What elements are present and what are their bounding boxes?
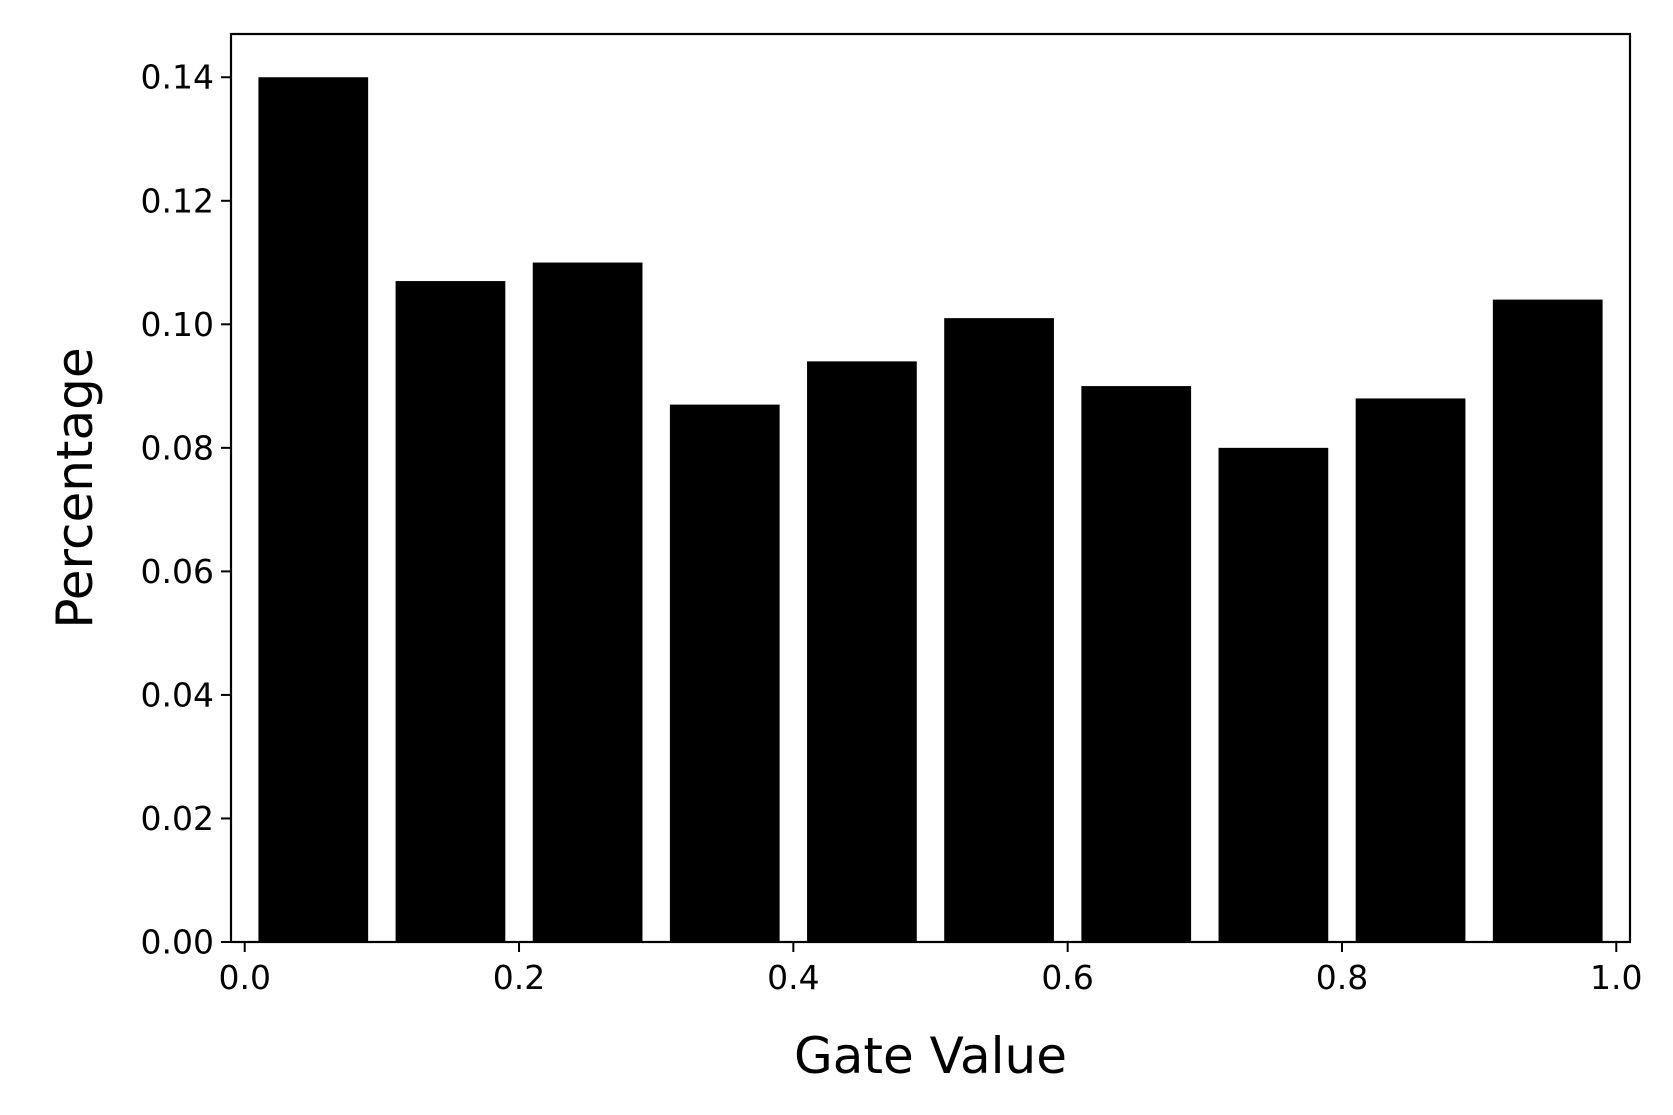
- bar-0: [258, 77, 369, 942]
- bar-3: [669, 404, 780, 942]
- y-tick-label: 0.12: [141, 181, 214, 220]
- y-tick-label: 0.04: [141, 675, 214, 714]
- y-axis-label: Percentage: [46, 347, 104, 628]
- y-tick-label: 0.14: [141, 58, 214, 97]
- x-tick-label: 0.6: [1041, 958, 1093, 997]
- x-axis-label: Gate Value: [794, 1027, 1067, 1085]
- x-axis: 0.0 0.2 0.4 0.6 0.8 1.0: [218, 942, 1643, 997]
- bar-1: [395, 281, 506, 942]
- bar-4: [807, 361, 917, 942]
- x-tick-label: 1.0: [1590, 958, 1642, 997]
- bars-group: [258, 77, 1603, 943]
- bar-7: [1218, 447, 1329, 942]
- y-tick-label: 0.10: [141, 305, 214, 344]
- bar-6: [1081, 386, 1192, 942]
- bar-2: [532, 262, 643, 943]
- y-axis: 0.00 0.02 0.04 0.06 0.08 0.10 0.12 0.14: [141, 58, 231, 962]
- y-tick-label: 0.00: [141, 923, 214, 962]
- x-tick-label: 0.0: [218, 958, 270, 997]
- x-tick-label: 0.2: [493, 958, 545, 997]
- y-tick-label: 0.02: [141, 799, 214, 838]
- bar-9: [1492, 299, 1603, 942]
- x-tick-label: 0.8: [1316, 958, 1368, 997]
- bar-5: [944, 318, 1054, 942]
- bar-8: [1355, 398, 1466, 942]
- y-tick-label: 0.06: [141, 552, 214, 591]
- x-tick-label: 0.4: [767, 958, 819, 997]
- plot-frame: [229, 32, 1632, 944]
- y-tick-label: 0.08: [141, 428, 214, 467]
